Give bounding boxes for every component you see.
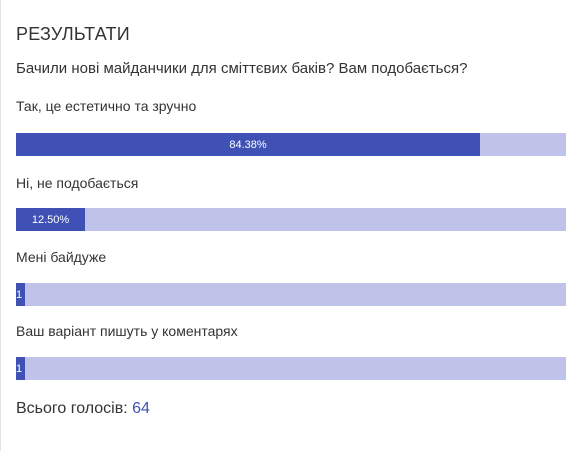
option-percent-1: 84.38%: [229, 138, 267, 151]
total-votes-label: Всього голосів:: [16, 400, 128, 417]
option-bar-3: 1: [16, 283, 566, 306]
option-label-1: Так, це естетично та зручно: [16, 98, 197, 114]
option-bar-4: 1: [16, 357, 566, 380]
option-percent-3: 1: [16, 288, 23, 301]
results-heading: РЕЗУЛЬТАТИ: [16, 24, 130, 44]
option-percent-4: 1: [16, 362, 23, 375]
option-percent-2: 12.50%: [31, 213, 70, 226]
option-label-2: Ні, не подобається: [16, 175, 139, 191]
option-label-4: Ваш варіант пишуть у коментарях: [16, 323, 238, 339]
option-bar-fill-4: 1: [16, 357, 25, 380]
option-bar-1: 84.38%: [16, 133, 566, 156]
total-votes-count: 64: [132, 400, 150, 417]
total-votes: Всього голосів: 64: [16, 400, 150, 418]
poll-question: Бачили нові майданчики для сміттєвих бак…: [16, 60, 468, 77]
option-bar-fill-3: 1: [16, 283, 25, 306]
panel-left-border: [0, 0, 1, 451]
option-bar-fill-2: 12.50%: [16, 208, 85, 231]
option-bar-fill-1: 84.38%: [16, 133, 480, 156]
option-bar-2: 12.50%: [16, 208, 566, 231]
option-label-3: Мені байдуже: [16, 249, 107, 265]
